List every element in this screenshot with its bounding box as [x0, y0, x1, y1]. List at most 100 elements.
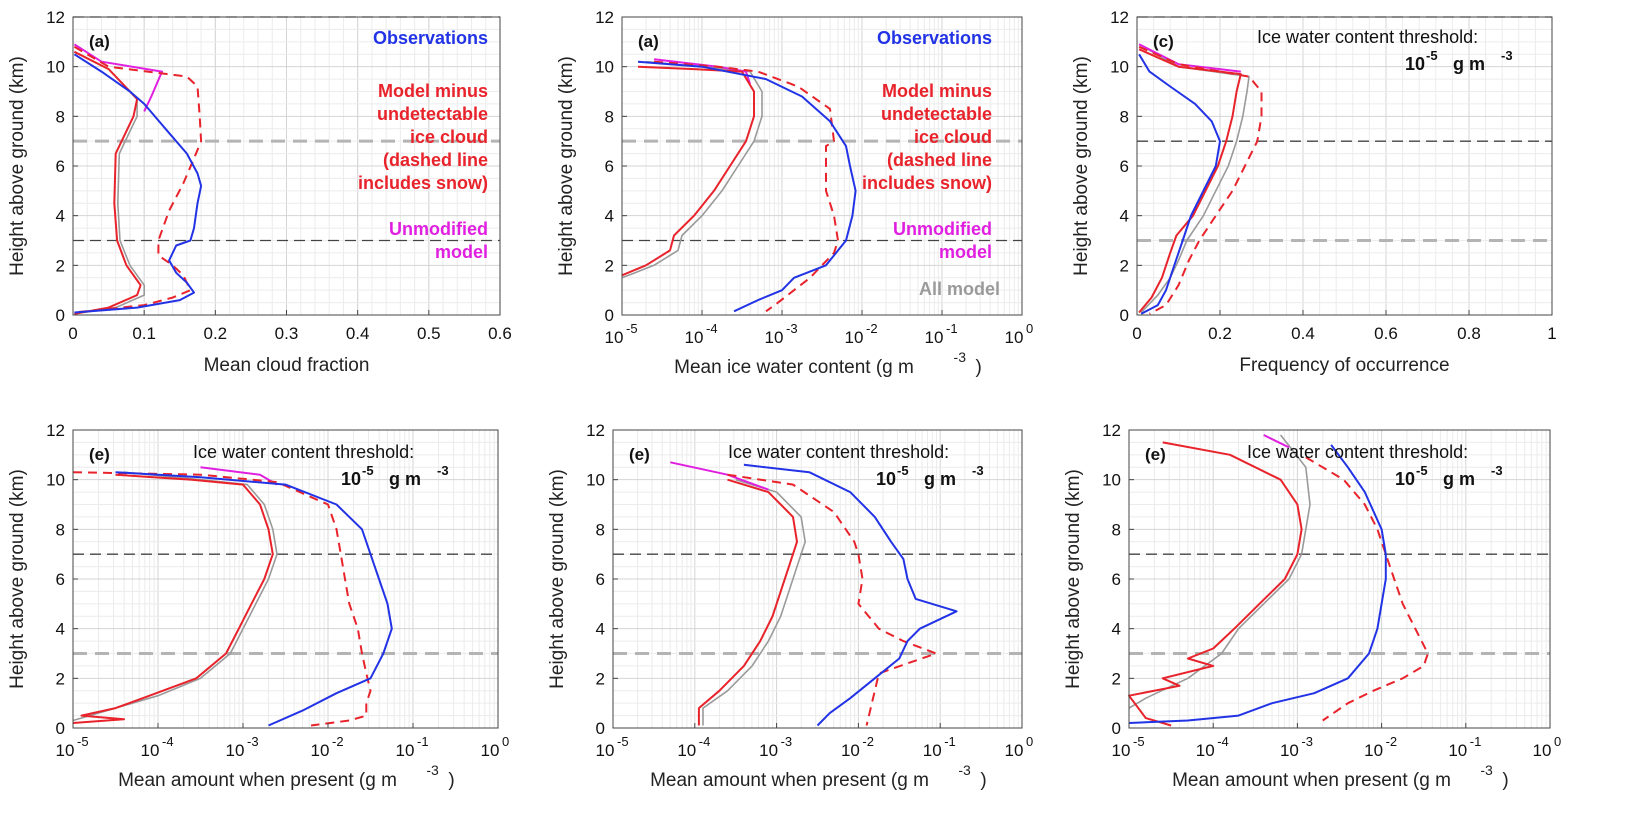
y-tick-label: 6 [605, 157, 614, 176]
x-tick-exponent: -5 [617, 734, 629, 749]
series-line-unmodified [1138, 43, 1241, 73]
y-tick-label: 12 [586, 421, 605, 440]
x-tick-label: 10 [925, 328, 944, 347]
series-line-model-minus [621, 65, 755, 277]
x-axis-label: Mean cloud fraction [204, 355, 370, 376]
x-tick-label: 10 [765, 328, 784, 347]
threshold-label: Ice water content threshold: [193, 442, 414, 462]
x-axis-label-end: ) [976, 357, 982, 378]
x-tick-label: 10 [845, 328, 864, 347]
x-tick-label: 10 [1112, 741, 1131, 760]
legend-text-model-minus: (dashed line [887, 150, 992, 170]
threshold-label: Ice water content threshold: [1247, 442, 1468, 462]
x-tick-label: 10 [1448, 741, 1467, 760]
x-axis-label: Mean amount when present (g m [118, 770, 397, 791]
y-tick-label: 6 [56, 157, 65, 176]
x-tick-label: 0.8 [1457, 324, 1481, 343]
x-tick-exponent: -1 [944, 734, 956, 749]
threshold-unit-exponent: -3 [1501, 48, 1513, 63]
threshold-value: 10 [876, 469, 896, 489]
x-tick-label: 10 [596, 741, 615, 760]
y-tick-label: 10 [46, 471, 65, 490]
threshold-exponent: -5 [362, 463, 374, 478]
series-line-model-minus [1128, 441, 1303, 727]
y-tick-label: 10 [46, 58, 65, 77]
y-tick-label: 2 [56, 669, 65, 688]
x-axis-label: Mean ice water content (g m [674, 357, 914, 378]
threshold-value: 10 [341, 469, 361, 489]
x-tick-exponent: -1 [1470, 734, 1482, 749]
x-tick-label: 10 [1364, 741, 1383, 760]
x-tick-exponent: 0 [502, 734, 509, 749]
y-tick-label: 2 [1112, 669, 1121, 688]
x-tick-exponent: -4 [1217, 734, 1229, 749]
x-tick-label: 0.3 [275, 324, 299, 343]
x-tick-label: 10 [759, 741, 778, 760]
series-line-model-minus [72, 473, 274, 724]
series-line-unmodified [1263, 434, 1290, 449]
x-tick-exponent: -1 [417, 734, 429, 749]
x-tick-exponent: -5 [77, 734, 89, 749]
threshold-value: 10 [1405, 54, 1425, 74]
y-axis-label: Height above ground (km) [547, 469, 568, 689]
threshold-unit-exponent: -3 [437, 463, 449, 478]
y-tick-label: 4 [596, 620, 605, 639]
x-axis-label-end: ) [1502, 770, 1508, 791]
y-tick-label: 10 [1102, 471, 1121, 490]
x-axis-label-exponent: -3 [958, 762, 971, 778]
legend-text-model-minus: ice cloud [914, 127, 992, 147]
panel-letter: (a) [638, 32, 659, 51]
y-axis-label: Height above ground (km) [1063, 469, 1084, 689]
x-axis-label-end: ) [980, 770, 986, 791]
y-axis-label: Height above ground (km) [1071, 56, 1092, 276]
y-tick-label: 2 [596, 669, 605, 688]
legend-text-model-minus: Model minus [882, 81, 992, 101]
legend-text-model-minus: includes snow) [862, 173, 992, 193]
threshold-unit-exponent: -3 [972, 463, 984, 478]
series-line-observations [115, 471, 393, 727]
x-tick-label: 0 [68, 324, 77, 343]
x-tick-label: 10 [1533, 741, 1552, 760]
y-axis-label: Height above ground (km) [7, 56, 28, 276]
x-tick-label: 10 [141, 741, 160, 760]
legend-text-unmodified: model [939, 242, 992, 262]
y-axis-label: Height above ground (km) [7, 469, 28, 689]
y-tick-label: 12 [595, 8, 614, 27]
x-tick-label: 0.5 [417, 324, 441, 343]
x-axis-label-end: ) [448, 770, 454, 791]
y-tick-label: 4 [605, 207, 614, 226]
threshold-exponent: -5 [1426, 48, 1438, 63]
series-line-all-model [702, 478, 807, 726]
threshold-label: Ice water content threshold: [728, 442, 949, 462]
legend-text-observations: Observations [877, 28, 992, 48]
series-line-unmodified [73, 43, 163, 112]
x-tick-exponent: -3 [781, 734, 793, 749]
x-tick-label: 10 [396, 741, 415, 760]
y-tick-label: 4 [1112, 620, 1121, 639]
panel-cloud-fraction: 0 2 4 6 8 10 12 0 0.1 0.2 0.3 0.4 0.5 0.6 Mean cloud f… [7, 8, 512, 376]
y-tick-label: 8 [1112, 520, 1121, 539]
threshold-exponent: -5 [1416, 463, 1428, 478]
legend-text-model-minus: (dashed line [383, 150, 488, 170]
x-tick-exponent: -2 [332, 734, 344, 749]
x-axis-label-exponent: -3 [954, 349, 967, 365]
y-axis-label: Height above ground (km) [556, 56, 577, 276]
grid [73, 430, 498, 728]
x-tick-exponent: -2 [1386, 734, 1398, 749]
y-tick-label: 0 [56, 719, 65, 738]
x-tick-label: 10 [923, 741, 942, 760]
y-tick-label: 0 [596, 719, 605, 738]
y-tick-label: 12 [1102, 421, 1121, 440]
series-line-model-minus [73, 45, 203, 314]
y-tick-label: 2 [1120, 256, 1129, 275]
series-line-observations [637, 60, 857, 313]
y-tick-label: 8 [1120, 107, 1129, 126]
y-tick-label: 2 [605, 256, 614, 275]
threshold-value: 10 [1395, 469, 1415, 489]
y-tick-label: 0 [1120, 306, 1129, 325]
series-line-model-minus [1305, 456, 1429, 722]
y-tick-label: 8 [56, 107, 65, 126]
x-axis-label-exponent: -3 [426, 762, 439, 778]
